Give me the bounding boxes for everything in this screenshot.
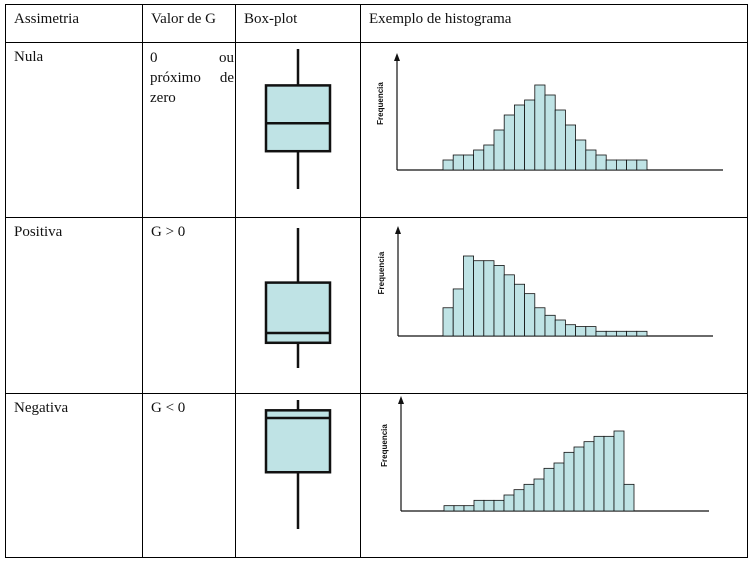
histogram-bar [452, 288, 464, 337]
histogram-bar [534, 85, 546, 171]
histogram-bar [623, 483, 635, 512]
table-row: Negativa G < 0 Frequencia [5, 392, 748, 559]
histogram-bar [605, 330, 617, 337]
histogram: Frequencia [376, 53, 723, 172]
header-boxplot: Box-plot [235, 3, 361, 44]
boxplot-cell [235, 216, 361, 394]
histogram-cell: Frequencia [360, 392, 748, 559]
histogram-bar [544, 314, 556, 337]
histogram-bar [524, 292, 536, 337]
histogram-bar [613, 430, 625, 512]
histogram-bar [503, 274, 515, 337]
histogram-cell: Frequencia [360, 216, 748, 394]
histogram-bar [626, 330, 638, 337]
histogram-bar [493, 264, 505, 337]
histogram-bar [473, 499, 485, 512]
y-axis-label: Frequencia [377, 251, 386, 294]
histogram-bar [564, 323, 576, 337]
histogram-bar [544, 95, 556, 171]
histogram-bar [513, 283, 525, 337]
histogram-bar [533, 478, 545, 512]
g-value-cell: G < 0 [142, 392, 236, 559]
histogram-bar [593, 435, 605, 512]
y-axis-label: Frequencia [380, 424, 389, 467]
histogram-bar [493, 499, 505, 512]
boxplot-cell [235, 392, 361, 559]
histogram-bar [503, 115, 515, 171]
histogram-bar [442, 160, 454, 171]
boxplot [264, 49, 332, 190]
table-row: Nula 0 ou próximo de zero Frequencia [5, 42, 748, 218]
histogram-cell: Frequencia [360, 42, 748, 218]
histogram-bar [573, 446, 585, 512]
histogram-bar [463, 255, 475, 337]
g-value-text: 0 ou próximo de zero [150, 50, 234, 107]
g-value-cell: 0 ou próximo de zero [142, 42, 236, 218]
histogram-bar [543, 467, 555, 512]
asymmetry-cell: Negativa [5, 392, 143, 559]
histogram-bar [452, 155, 464, 171]
histogram: Frequencia [377, 225, 713, 337]
histogram-bar [513, 105, 525, 171]
histogram-bar [585, 150, 597, 171]
histogram-bar [473, 259, 485, 337]
boxplot [264, 399, 332, 529]
histogram-bar [483, 259, 495, 337]
histogram-bar [523, 483, 535, 512]
histogram-bar [534, 307, 546, 337]
histogram: Frequencia [380, 395, 709, 512]
histogram-bar [493, 130, 505, 171]
g-value-cell: G > 0 [142, 216, 236, 394]
histogram-bar [554, 110, 566, 171]
histogram-bar [473, 150, 485, 171]
histogram-bar [564, 125, 576, 171]
histogram-bar [443, 505, 455, 512]
histogram-bar [595, 330, 607, 337]
histogram-bar [636, 330, 648, 337]
box [264, 84, 332, 153]
histogram-bar [463, 155, 475, 171]
histogram-bar [483, 145, 495, 171]
histogram-bar [585, 325, 597, 337]
box [264, 408, 332, 474]
y-axis-arrow [398, 395, 404, 404]
histogram-bar [503, 494, 515, 512]
header-histogram: Exemplo de histograma [360, 3, 748, 44]
header-valor-g: Valor de G [142, 3, 236, 44]
asymmetry-cell: Positiva [5, 216, 143, 394]
histogram-bar [554, 319, 566, 337]
histogram-bar [605, 160, 617, 171]
histogram-bar [626, 160, 638, 171]
y-axis-arrow [395, 225, 401, 234]
asymmetry-table: Assimetria Valor de G Box-plot Exemplo d… [5, 3, 748, 559]
histogram-bar [615, 330, 627, 337]
boxplot [264, 227, 332, 368]
histogram-bar [603, 435, 615, 512]
histogram-bar [636, 160, 648, 171]
histogram-bar [524, 100, 536, 171]
histogram-bar [513, 489, 525, 512]
histogram-bar [463, 505, 475, 512]
histogram-bar [575, 140, 587, 171]
header-row: Assimetria Valor de G Box-plot Exemplo d… [5, 3, 748, 44]
histogram-bar [595, 155, 607, 171]
table-row: Positiva G > 0 Frequencia [5, 216, 748, 394]
histogram-bar [483, 499, 495, 512]
histogram-bar [583, 441, 595, 512]
histogram-bar [442, 307, 454, 337]
asymmetry-cell: Nula [5, 42, 143, 218]
histogram-bar [453, 505, 465, 512]
y-axis-arrow [394, 53, 400, 62]
header-assimetria: Assimetria [5, 3, 143, 44]
histogram-bar [615, 160, 627, 171]
histogram-bar [563, 451, 575, 512]
histogram-bar [553, 462, 565, 512]
boxplot-cell [235, 42, 361, 218]
histogram-bar [575, 325, 587, 337]
y-axis-label: Frequencia [376, 82, 385, 125]
